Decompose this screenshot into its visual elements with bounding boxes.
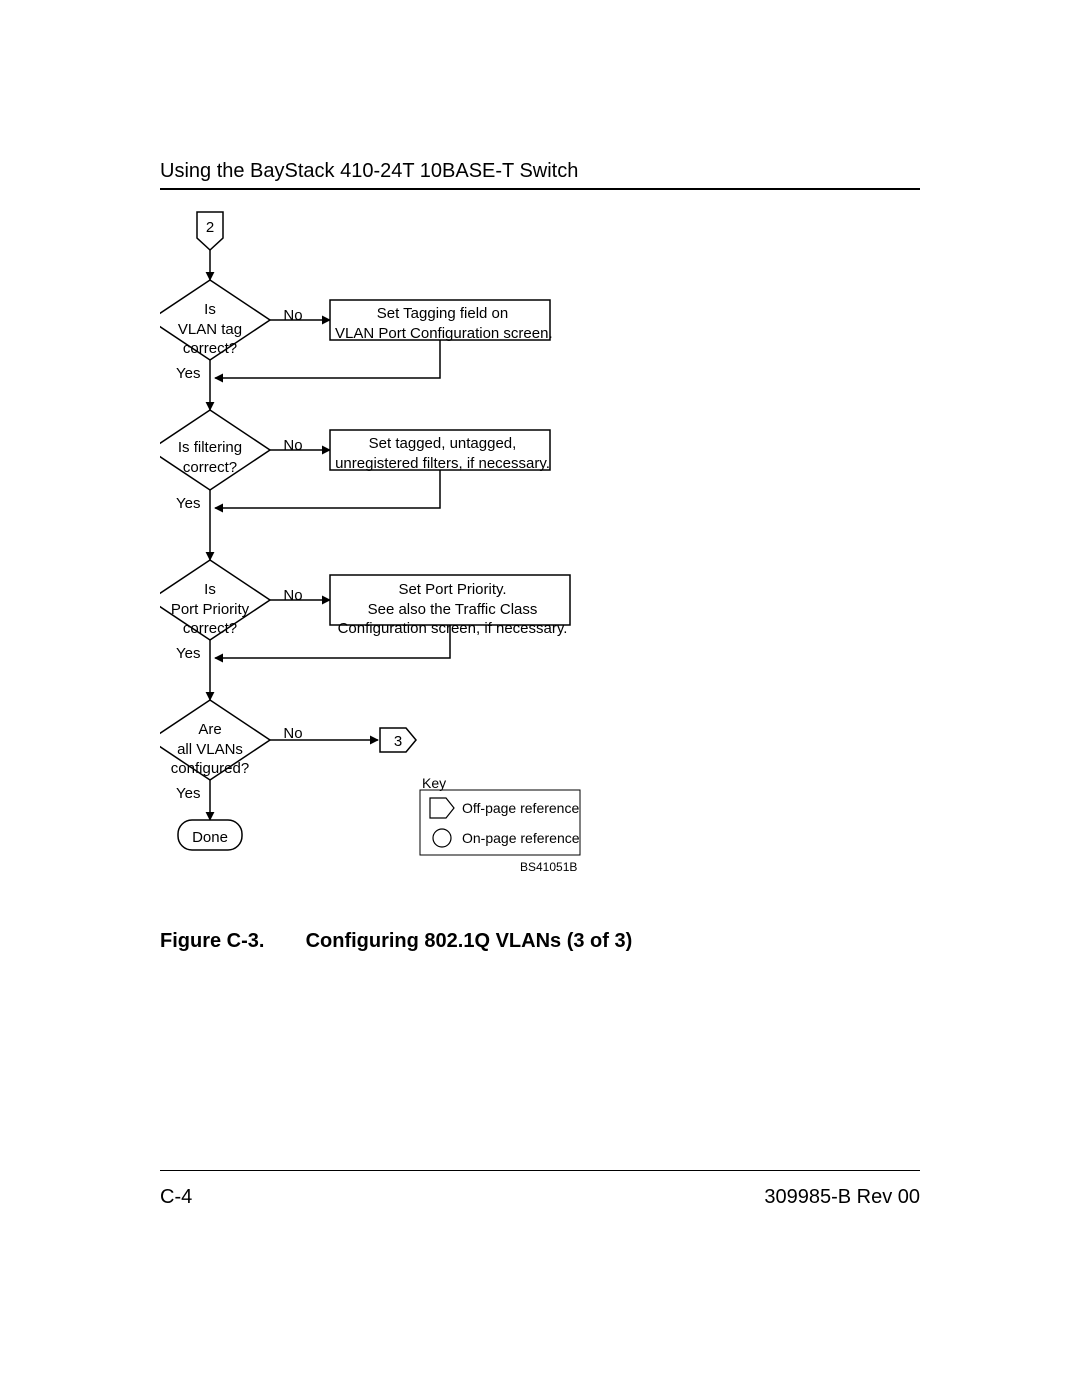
action-2-text: Set tagged, untagged, unregistered filte…: [335, 434, 550, 473]
decision-3-text: Is Port Priority correct?: [170, 580, 250, 639]
decision-2-yes: Yes: [176, 494, 206, 514]
page-header-title: Using the BayStack 410-24T 10BASE-T Swit…: [160, 160, 578, 183]
decision-4-no: No: [278, 724, 308, 744]
doc-number: 309985-B Rev 00: [764, 1186, 920, 1209]
page-number: C-4: [160, 1186, 192, 1209]
terminal-label: Done: [180, 828, 240, 848]
action-3-text: Set Port Priority. See also the Traffic …: [335, 580, 570, 639]
decision-3-yes: Yes: [176, 644, 206, 664]
decision-4-text: Are all VLANs configured?: [170, 720, 250, 779]
decision-1-no: No: [278, 306, 308, 326]
decision-2-text: Is filtering correct?: [170, 438, 250, 477]
decision-3-no: No: [278, 586, 308, 606]
legend-title: Key: [422, 775, 446, 791]
legend-onpage-icon: [433, 829, 451, 847]
action-1-text: Set Tagging field on VLAN Port Configura…: [335, 304, 550, 343]
footer-rule: [160, 1170, 920, 1171]
figure-caption: Figure C-3. Configuring 802.1Q VLANs (3 …: [160, 930, 632, 953]
decision-1-text: Is VLAN tag correct?: [170, 300, 250, 359]
header-rule: [160, 188, 920, 190]
connector-out-label: 3: [388, 732, 408, 752]
decision-4-yes: Yes: [176, 784, 206, 804]
figure-number: Figure C-3.: [160, 930, 300, 953]
figure-id: BS41051B: [520, 860, 577, 874]
legend-offpage-label: Off-page reference: [462, 800, 579, 816]
decision-1-yes: Yes: [176, 364, 206, 384]
legend-onpage-label: On-page reference: [462, 830, 580, 846]
decision-2-no: No: [278, 436, 308, 456]
connector-in-label: 2: [200, 218, 220, 238]
figure-title: Configuring 802.1Q VLANs (3 of 3): [306, 930, 633, 952]
